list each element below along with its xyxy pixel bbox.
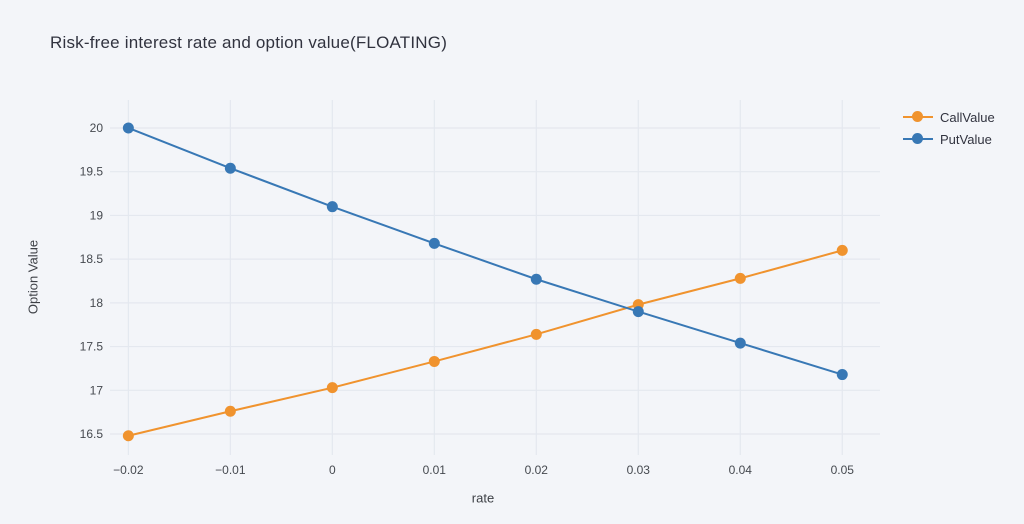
- y-tick-label: 18.5: [80, 252, 104, 266]
- putvalue-line-marker-icon: [903, 133, 933, 145]
- x-tick-label: 0.04: [729, 463, 753, 477]
- callvalue-data-point[interactable]: [734, 272, 746, 284]
- x-tick-label: 0.03: [627, 463, 651, 477]
- y-tick-label: 20: [90, 121, 104, 135]
- callvalue-data-point[interactable]: [224, 405, 236, 417]
- callvalue-line: [128, 249, 843, 437]
- putvalue-data-point[interactable]: [326, 201, 338, 213]
- putvalue-line: [127, 127, 843, 376]
- y-tick-label: 17.5: [80, 340, 104, 354]
- y-tick-label: 16.5: [80, 427, 104, 441]
- y-tick-label: 17: [90, 383, 104, 397]
- putvalue-data-point[interactable]: [632, 306, 644, 318]
- y-tick-label: 19.5: [80, 165, 104, 179]
- x-tick-label: 0.05: [831, 463, 855, 477]
- x-tick-label: 0.01: [423, 463, 447, 477]
- putvalue-data-point[interactable]: [428, 237, 440, 249]
- legend-label-putvalue: PutValue: [940, 131, 992, 147]
- callvalue-data-point[interactable]: [836, 244, 848, 256]
- y-tick-label: 18: [90, 296, 104, 310]
- putvalue-data-point[interactable]: [530, 273, 542, 285]
- legend: CallValue PutValue: [903, 106, 995, 150]
- putvalue-data-point[interactable]: [122, 122, 134, 134]
- legend-item-putvalue[interactable]: PutValue: [903, 128, 995, 150]
- callvalue-data-point[interactable]: [326, 382, 338, 394]
- x-tick-label: 0: [329, 463, 336, 477]
- callvalue-data-point[interactable]: [530, 328, 542, 340]
- chart-title: Risk-free interest rate and option value…: [50, 33, 448, 52]
- legend-item-callvalue[interactable]: CallValue: [903, 106, 995, 128]
- x-tick-label: −0.01: [215, 463, 246, 477]
- legend-label-callvalue: CallValue: [940, 109, 995, 125]
- putvalue-data-point[interactable]: [734, 337, 746, 349]
- callvalue-data-point[interactable]: [428, 355, 440, 367]
- x-axis-title: rate: [471, 490, 495, 506]
- y-axis-title: Option Value: [25, 239, 41, 315]
- y-tick-label: 19: [90, 208, 104, 222]
- putvalue-data-point[interactable]: [836, 369, 848, 381]
- callvalue-data-point[interactable]: [122, 430, 134, 442]
- x-tick-label: −0.02: [113, 463, 144, 477]
- callvalue-line-marker-icon: [903, 111, 933, 123]
- x-tick-label: 0.02: [525, 463, 549, 477]
- putvalue-data-point[interactable]: [224, 162, 236, 174]
